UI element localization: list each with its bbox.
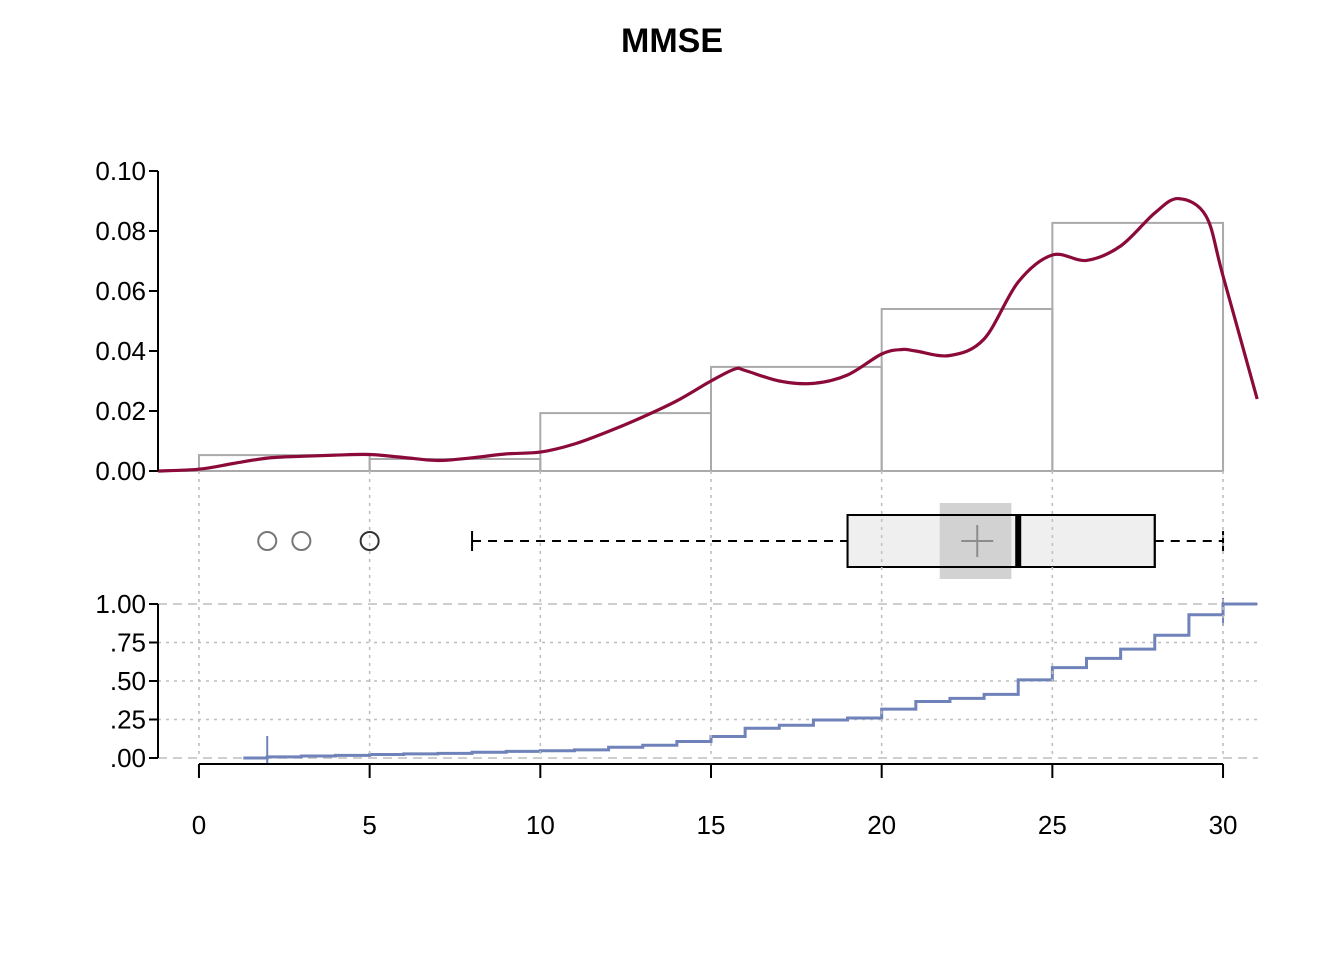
x-tick-label-1: 5 — [362, 810, 376, 840]
density-y-tick-label-5: 0.10 — [95, 156, 146, 186]
histogram-bar-2 — [539, 412, 712, 473]
histogram-bar-4 — [880, 308, 1054, 472]
density-y-tick-label-3: 0.06 — [95, 276, 146, 306]
boxplot-panel — [257, 503, 1225, 579]
x-tick-label-6: 30 — [1209, 810, 1238, 840]
density-y-tick-label-0: 0.00 — [95, 456, 146, 486]
iqr-box-outline — [846, 514, 1156, 568]
x-tick-label-2: 10 — [526, 810, 555, 840]
outlier-point-2 — [359, 531, 380, 551]
density-y-tick-label-4: 0.08 — [95, 216, 146, 246]
x-axis: 0 5 10 15 20 25 30 — [192, 471, 1238, 840]
ecdf-step-line — [243, 602, 1258, 760]
ecdf-panel: .00 .25 .50 .75 1.00 — [95, 589, 1258, 773]
x-tick-label-3: 15 — [697, 810, 726, 840]
ecdf-y-tick-label-0: .00 — [110, 743, 146, 773]
x-tick-label-0: 0 — [192, 810, 206, 840]
density-panel: 0.00 0.02 0.04 0.06 0.08 0.10 — [95, 156, 1259, 486]
density-y-tick-label-2: 0.04 — [95, 336, 146, 366]
ecdf-y-tick-label-2: .50 — [110, 666, 146, 696]
density-y-tick-label-1: 0.02 — [95, 396, 146, 426]
density-curve — [157, 197, 1259, 473]
x-tick-label-5: 25 — [1038, 810, 1067, 840]
outlier-point-1 — [291, 531, 312, 551]
ecdf-y-tick-label-1: .25 — [110, 705, 146, 735]
ecdf-y-tick-label-3: .75 — [110, 628, 146, 658]
x-tick-label-4: 20 — [867, 810, 896, 840]
chart-title: MMSE — [621, 22, 723, 60]
outlier-point-0 — [257, 531, 278, 551]
ecdf-y-tick-label-4: 1.00 — [95, 589, 146, 619]
